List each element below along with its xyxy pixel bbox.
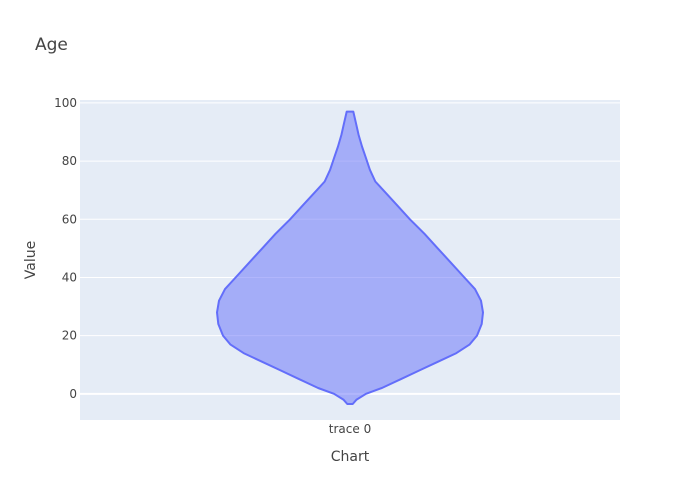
violin-shape[interactable] [216, 110, 484, 405]
y-tick-label: 20 [62, 329, 77, 343]
chart-title: Age [35, 35, 68, 55]
y-tick-label: 100 [54, 96, 77, 110]
y-tick-label: 60 [62, 212, 77, 226]
x-tick-label: trace 0 [329, 422, 371, 436]
y-tick-label: 80 [62, 154, 77, 168]
y-tick-label: 0 [69, 387, 77, 401]
y-axis-title: Value [23, 241, 39, 279]
y-axis-ticks: 0 20 40 60 80 100 [54, 96, 77, 401]
y-tick-label: 40 [62, 270, 77, 284]
x-axis-title: Chart [331, 449, 370, 465]
